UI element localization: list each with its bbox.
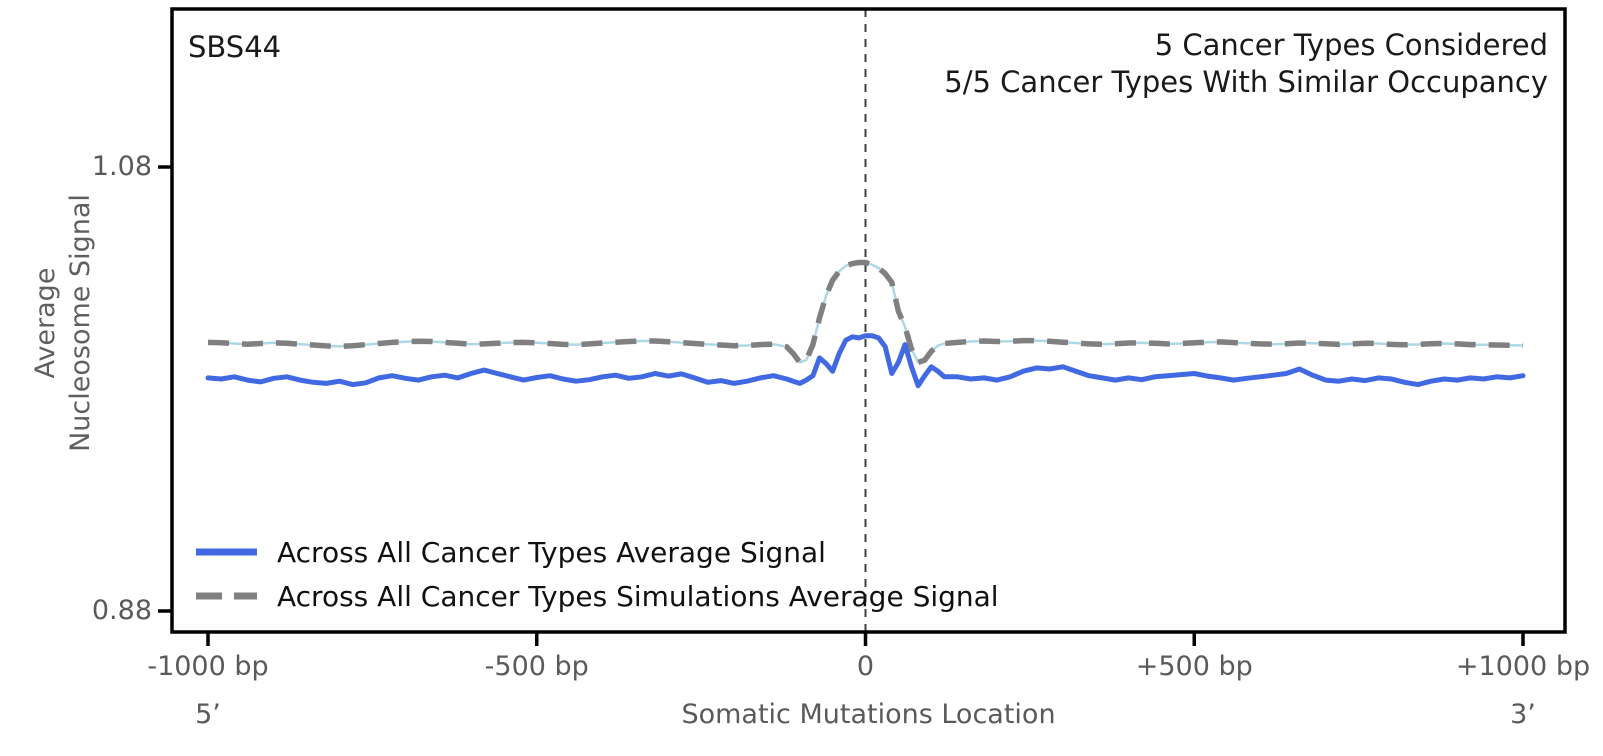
y-axis-label: Average Nucleosome Signal: [30, 194, 96, 452]
annotation-right: 5 Cancer Types Considered 5/5 Cancer Typ…: [944, 27, 1548, 101]
three-prime-label: 3’: [1510, 699, 1536, 730]
signature-label: SBS44: [188, 30, 282, 64]
legend-entry-real-signal: Across All Cancer Types Average Signal: [195, 530, 999, 574]
similar-occupancy-text: 5/5 Cancer Types With Similar Occupancy: [944, 65, 1548, 99]
real-average-line: [205, 333, 1526, 389]
x-axis-title: Somatic Mutations Location: [681, 699, 1056, 730]
solid-line-icon: [196, 548, 257, 556]
cancer-types-considered-text: 5 Cancer Types Considered: [1154, 28, 1548, 62]
simulations-average-line: [207, 259, 1524, 366]
five-prime-label: 5’: [195, 699, 221, 730]
x-tick-label-minus-500bp: -500 bp: [484, 651, 589, 682]
legend-label-simulations-signal: Across All Cancer Types Simulations Aver…: [277, 579, 999, 613]
x-tick-label-plus-500bp: +500 bp: [1135, 651, 1253, 682]
x-tick-label-minus-1000bp: -1000 bp: [147, 651, 269, 682]
legend-label-real-signal: Across All Cancer Types Average Signal: [277, 535, 826, 569]
axes-frame: [170, 7, 1567, 634]
x-tick-label-zero: 0: [856, 651, 875, 682]
y-tick-label-108: 1.08: [91, 151, 152, 182]
legend-entry-simulations-signal: Across All Cancer Types Simulations Aver…: [195, 574, 999, 618]
y-tick-label-088: 0.88: [91, 595, 152, 626]
dashed-line-icon: [196, 592, 257, 600]
x-tick-label-plus-1000bp: +1000 bp: [1455, 651, 1591, 682]
legend: Across All Cancer Types Average Signal A…: [195, 530, 999, 618]
